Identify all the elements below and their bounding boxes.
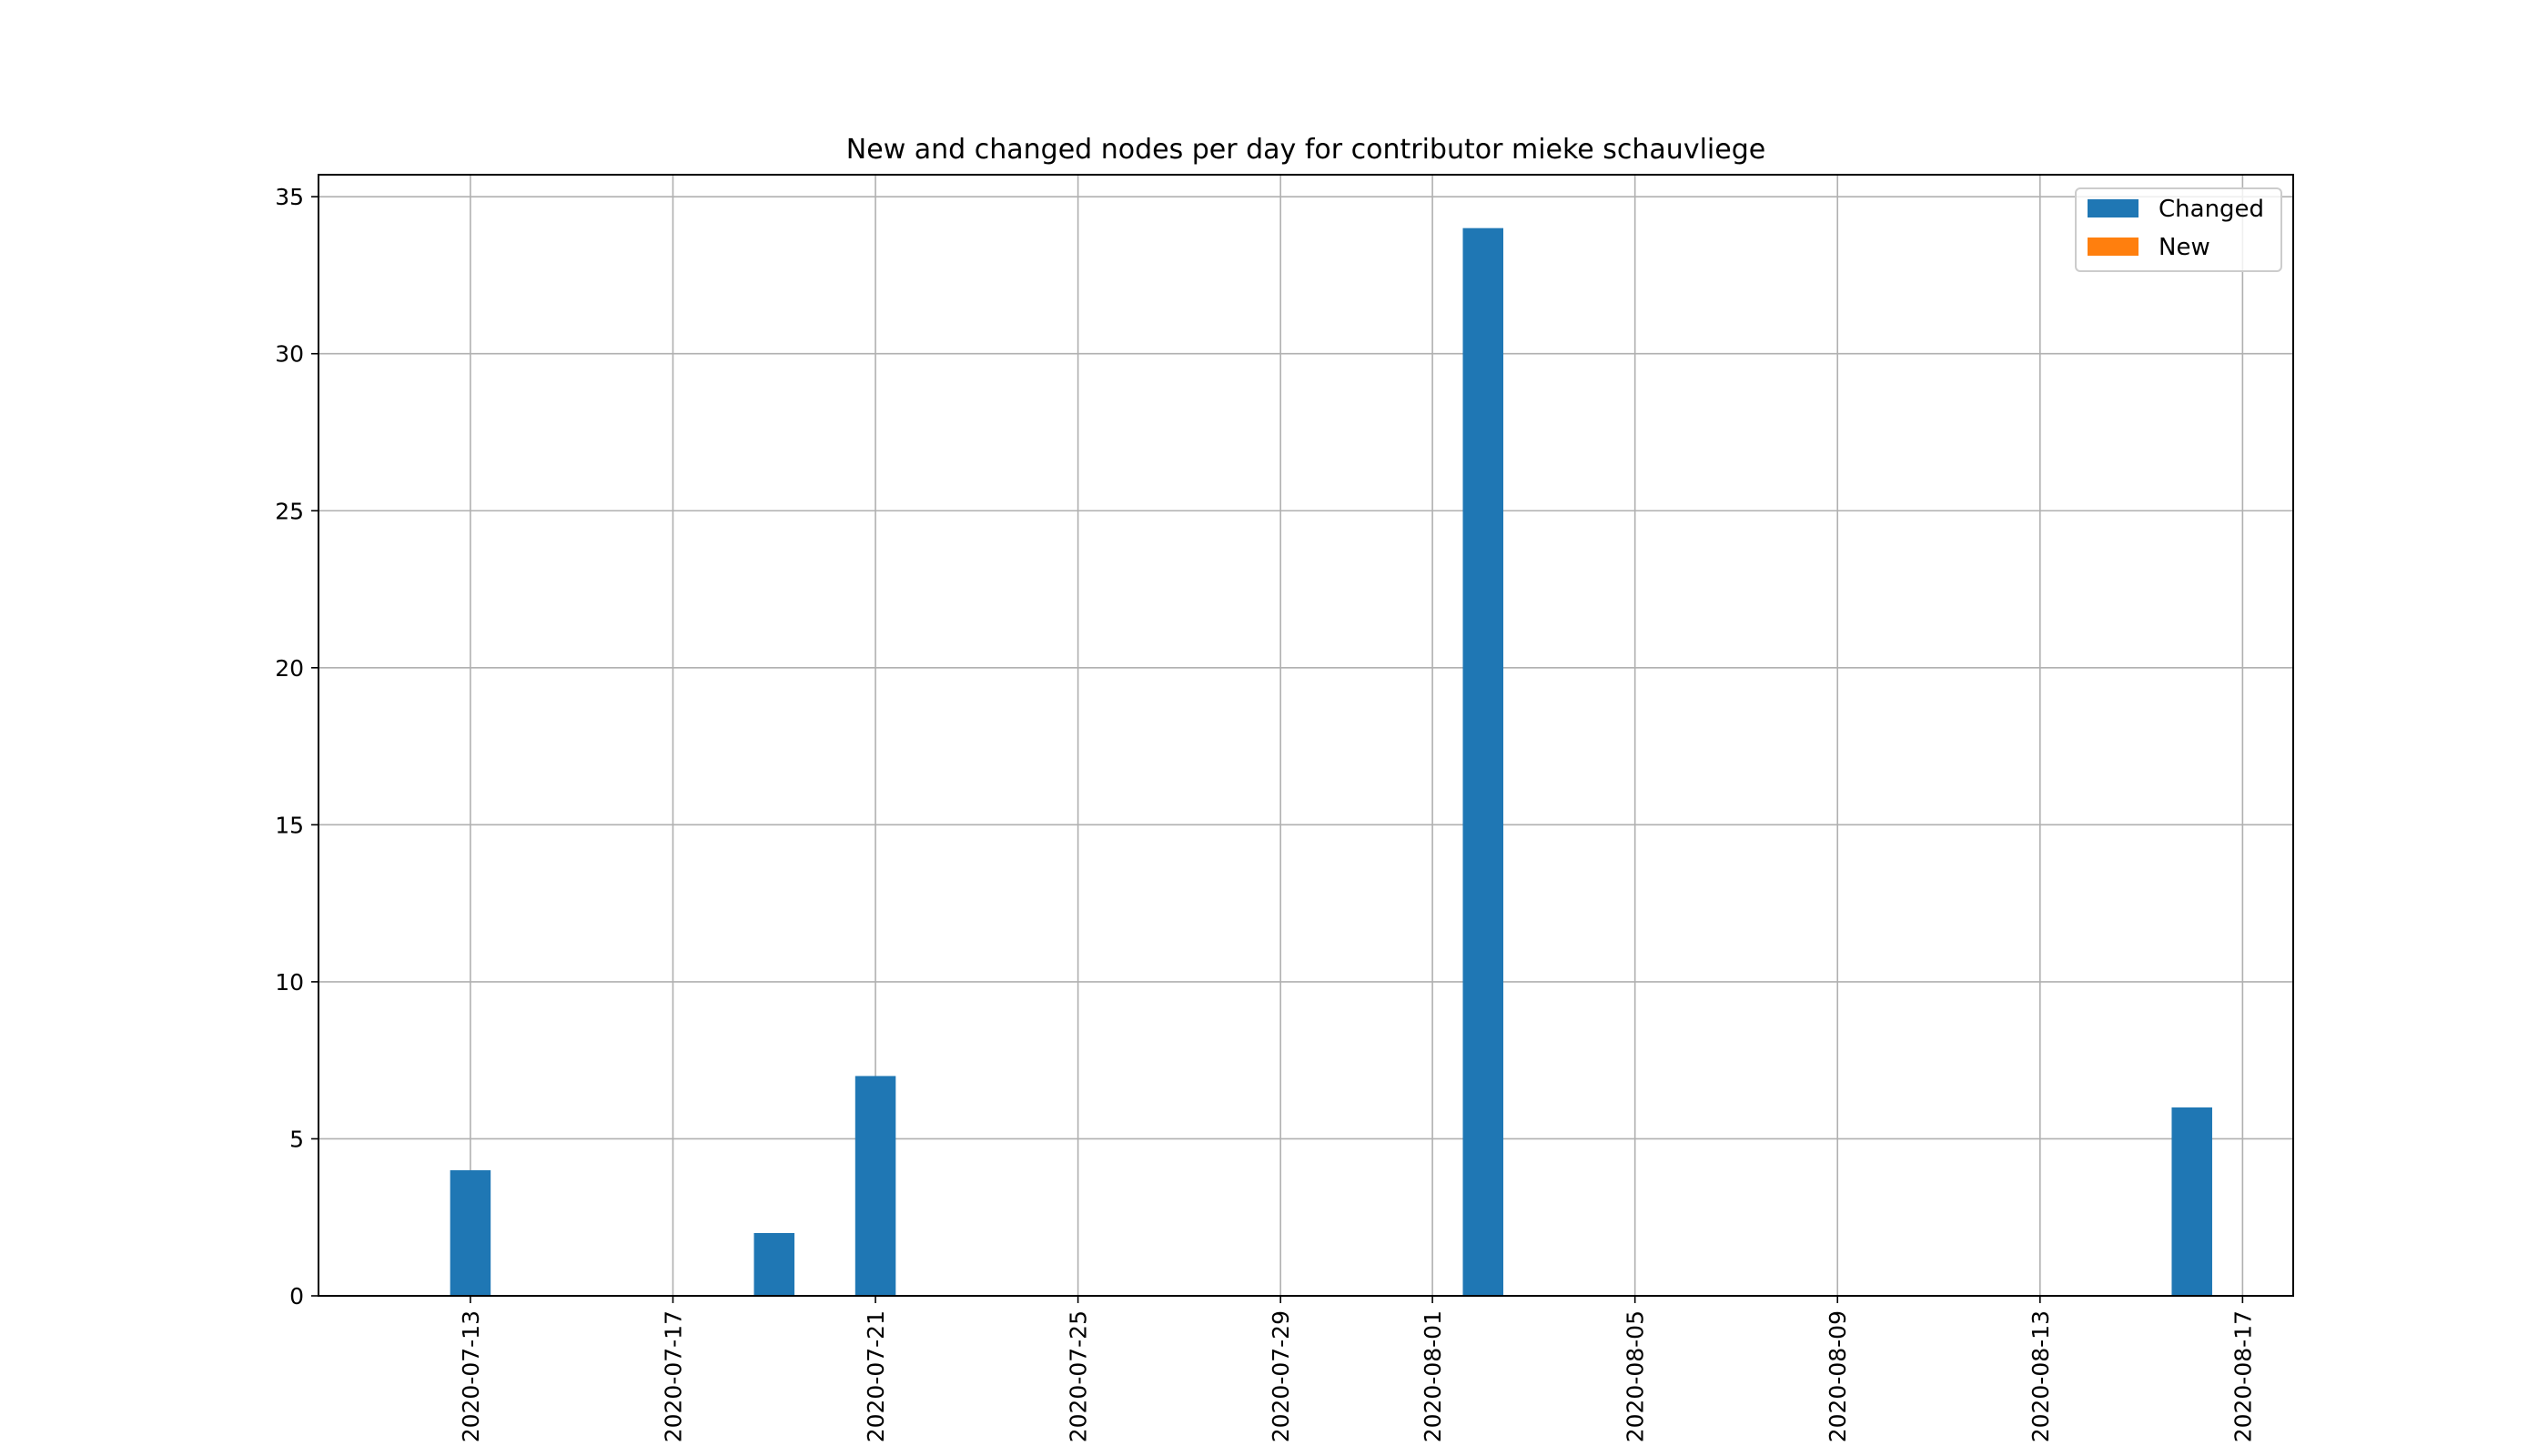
y-tick-label: 15 (275, 812, 304, 838)
x-axis: 2020-07-13 2020-07-17 2020-07-21 2020-07-25… (458, 1296, 2256, 1442)
y-tick-label: 20 (275, 655, 304, 682)
bars (450, 228, 2212, 1297)
chart-title: New and changed nodes per day for contri… (846, 134, 1765, 166)
x-tick-label: 2020-07-29 (1268, 1310, 1294, 1442)
legend-swatch-new (2088, 238, 2138, 256)
y-tick-label: 25 (275, 498, 304, 524)
bar-changed (753, 1232, 795, 1296)
x-tick-label: 2020-07-21 (863, 1310, 889, 1442)
x-tick-label: 2020-08-17 (2230, 1310, 2256, 1442)
y-axis: 0 5 10 15 20 25 30 35 (275, 184, 318, 1309)
y-tick-label: 30 (275, 341, 304, 368)
x-tick-label: 2020-07-17 (660, 1310, 686, 1442)
bar-changed (854, 1076, 896, 1296)
y-tick-label: 10 (275, 969, 304, 996)
x-tick-label: 2020-08-13 (2027, 1310, 2054, 1442)
y-tick-label: 5 (289, 1126, 304, 1152)
legend-swatch-changed (2088, 199, 2138, 217)
x-tick-label: 2020-08-09 (1825, 1310, 1851, 1442)
x-tick-label: 2020-08-01 (1420, 1310, 1446, 1442)
legend-label-changed: Changed (2159, 196, 2264, 223)
x-tick-label: 2020-07-25 (1066, 1310, 1092, 1442)
y-tick-label: 0 (289, 1283, 304, 1309)
bar-changed (1462, 228, 1503, 1297)
x-tick-label: 2020-07-13 (458, 1310, 484, 1442)
legend: Changed New (2075, 187, 2282, 272)
bar-changed (2171, 1107, 2212, 1296)
x-tick-label: 2020-08-05 (1623, 1310, 1649, 1442)
plot-frame (318, 174, 2294, 1297)
bar-changed (450, 1169, 491, 1296)
legend-label-new: New (2159, 234, 2210, 261)
y-tick-label: 35 (275, 184, 304, 210)
